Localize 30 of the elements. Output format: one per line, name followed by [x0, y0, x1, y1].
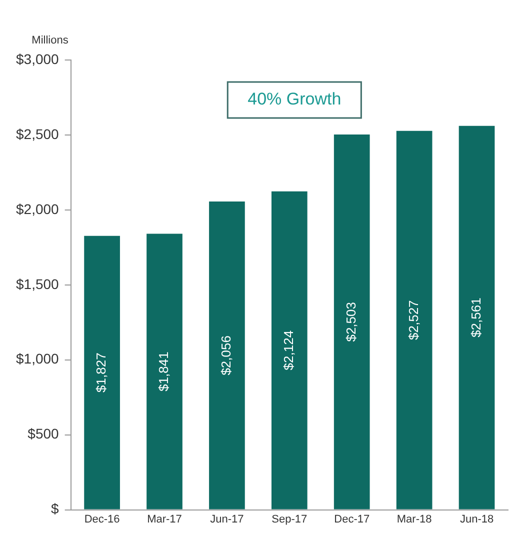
y-axis-title: Millions [32, 34, 69, 47]
data-label: $2,503 [343, 302, 358, 342]
data-label: $2,561 [468, 298, 484, 338]
bar [209, 202, 245, 510]
x-tick-label: Sep-17 [272, 513, 308, 526]
bar [271, 191, 308, 510]
y-tick-label: $1,000 [16, 350, 60, 367]
bar [396, 130, 432, 510]
data-label: $2,124 [280, 330, 296, 370]
data-label: $1,827 [94, 352, 109, 392]
data-label: $2,056 [218, 336, 234, 376]
x-tick-label: Dec-17 [334, 513, 370, 526]
y-tick-label: $1,500 [16, 276, 60, 292]
y-tick-label: $ [51, 500, 60, 517]
y-tick-label: $2,000 [16, 200, 60, 217]
bar [458, 126, 495, 510]
y-tick-label: $2,500 [16, 126, 60, 142]
data-label: $1,841 [156, 352, 172, 392]
y-tick-label: $500 [28, 426, 60, 442]
bar [146, 234, 182, 510]
x-tick-label: Mar-18 [396, 513, 432, 526]
y-tick-label: $3,000 [16, 50, 60, 67]
x-tick-label: Mar-17 [147, 513, 182, 526]
x-tick-label: Jun-18 [460, 513, 494, 526]
bar [334, 134, 370, 510]
x-tick-label: Jun-17 [210, 513, 244, 526]
bar [84, 236, 120, 510]
data-label: $2,527 [406, 300, 421, 340]
annotation: 40% Growth [248, 90, 342, 109]
x-tick-label: Dec-16 [84, 513, 120, 526]
